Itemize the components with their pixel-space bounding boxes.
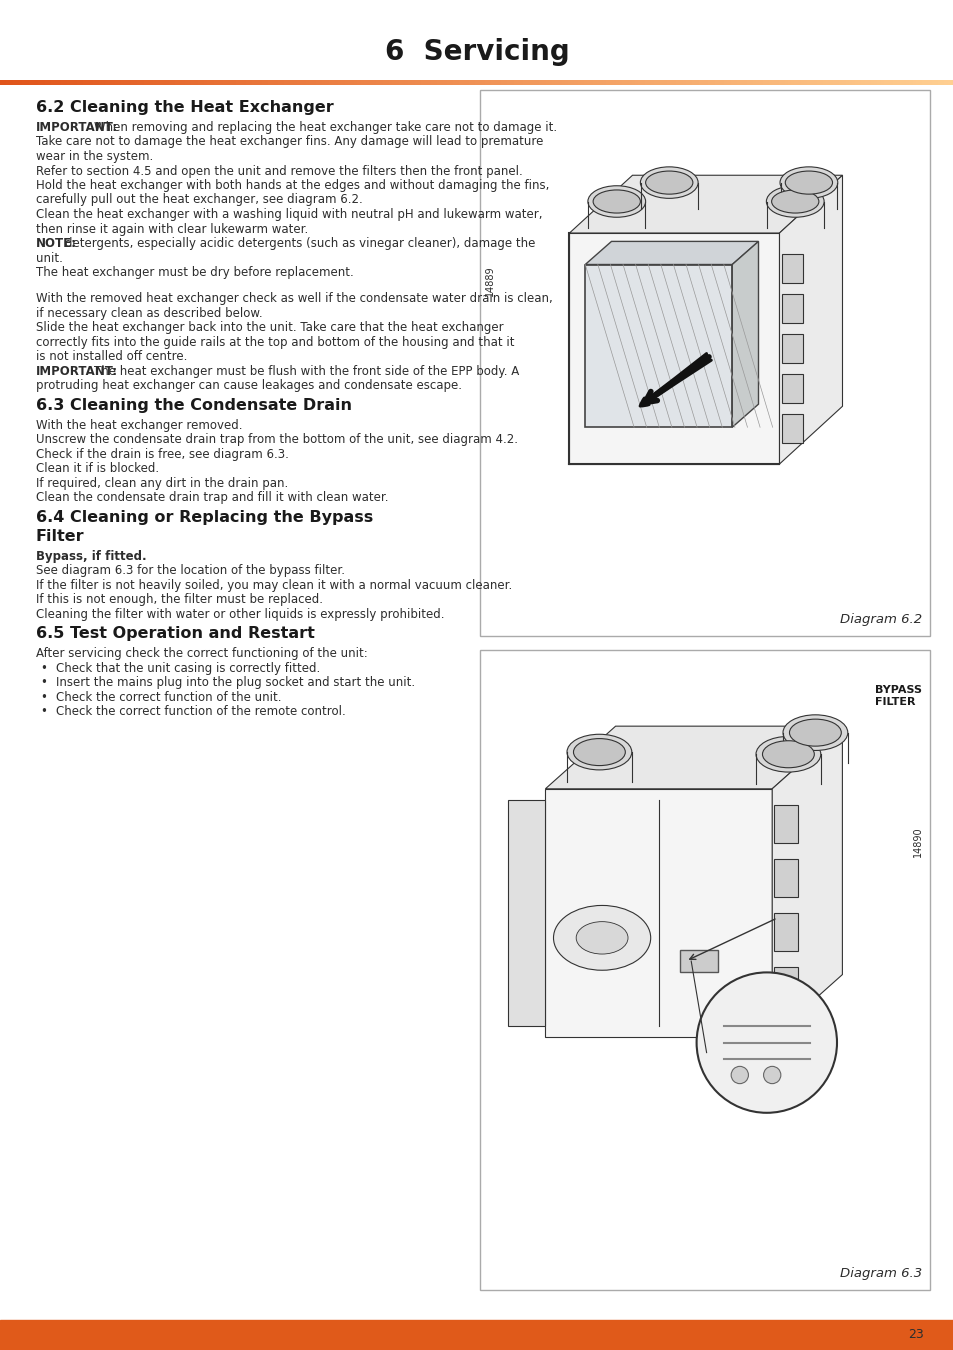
Circle shape (696, 972, 836, 1112)
Bar (781, 413, 801, 443)
Text: Check the correct function of the remote control.: Check the correct function of the remote… (56, 705, 345, 718)
Ellipse shape (755, 736, 820, 772)
Ellipse shape (782, 714, 847, 751)
Text: •: • (40, 662, 47, 675)
Text: Diagram 6.2: Diagram 6.2 (839, 613, 921, 626)
Ellipse shape (765, 186, 823, 217)
Text: BYPASS
FILTER: BYPASS FILTER (874, 684, 921, 706)
Text: If the filter is not heavily soiled, you may clean it with a normal vacuum clean: If the filter is not heavily soiled, you… (36, 579, 512, 591)
Text: Check the correct function of the unit.: Check the correct function of the unit. (56, 691, 281, 703)
Polygon shape (507, 799, 545, 1026)
Text: If required, clean any dirt in the drain pan.: If required, clean any dirt in the drain… (36, 477, 288, 490)
Bar (781, 333, 801, 363)
Bar (584, 265, 732, 427)
Text: •: • (40, 691, 47, 703)
Text: detergents, especially acidic detergents (such as vinegar cleaner), damage the: detergents, especially acidic detergents… (65, 238, 535, 250)
Text: Clean the heat exchanger with a washing liquid with neutral pH and lukewarm wate: Clean the heat exchanger with a washing … (36, 208, 542, 221)
Text: 6.4 Cleaning or Replacing the Bypass: 6.4 Cleaning or Replacing the Bypass (36, 509, 373, 525)
Bar (781, 374, 801, 404)
Text: If this is not enough, the filter must be replaced.: If this is not enough, the filter must b… (36, 593, 323, 606)
Text: Bypass, if fitted.: Bypass, if fitted. (36, 549, 147, 563)
Text: The heat exchanger must be flush with the front side of the EPP body. A: The heat exchanger must be flush with th… (93, 364, 518, 378)
Bar (774, 967, 798, 1004)
Polygon shape (771, 726, 841, 1037)
Text: correctly fits into the guide rails at the top and bottom of the housing and tha: correctly fits into the guide rails at t… (36, 336, 514, 348)
Text: is not installed off centre.: is not installed off centre. (36, 350, 187, 363)
Text: Diagram 6.3: Diagram 6.3 (839, 1268, 921, 1280)
Text: Clean it if is blocked.: Clean it if is blocked. (36, 462, 159, 475)
Polygon shape (569, 176, 841, 234)
Text: Check that the unit casing is correctly fitted.: Check that the unit casing is correctly … (56, 662, 320, 675)
Ellipse shape (789, 720, 841, 747)
Text: wear in the system.: wear in the system. (36, 150, 153, 163)
Text: Insert the mains plug into the plug socket and start the unit.: Insert the mains plug into the plug sock… (56, 676, 415, 688)
Ellipse shape (761, 741, 814, 768)
Text: After servicing check the correct functioning of the unit:: After servicing check the correct functi… (36, 647, 367, 660)
Polygon shape (732, 242, 758, 427)
Text: See diagram 6.3 for the location of the bypass filter.: See diagram 6.3 for the location of the … (36, 564, 345, 576)
Polygon shape (545, 726, 841, 788)
Text: 6.3 Cleaning the Condensate Drain: 6.3 Cleaning the Condensate Drain (36, 398, 352, 413)
Circle shape (730, 1066, 748, 1084)
Text: •: • (40, 705, 47, 718)
Text: then rinse it again with clear lukewarm water.: then rinse it again with clear lukewarm … (36, 223, 308, 235)
Text: With the heat exchanger removed.: With the heat exchanger removed. (36, 418, 242, 432)
Text: Clean the condensate drain trap and fill it with clean water.: Clean the condensate drain trap and fill… (36, 491, 388, 504)
Text: 23: 23 (907, 1327, 923, 1341)
Ellipse shape (780, 167, 837, 198)
Ellipse shape (593, 190, 639, 213)
Text: With the removed heat exchanger check as well if the condensate water drain is c: With the removed heat exchanger check as… (36, 292, 552, 305)
Text: Check if the drain is free, see diagram 6.3.: Check if the drain is free, see diagram … (36, 448, 289, 460)
Text: NOTE:: NOTE: (36, 238, 77, 250)
Text: Filter: Filter (36, 529, 85, 544)
Ellipse shape (576, 922, 627, 954)
Circle shape (762, 1066, 780, 1084)
Bar (679, 950, 718, 972)
Ellipse shape (587, 186, 645, 217)
Text: 6.5 Test Operation and Restart: 6.5 Test Operation and Restart (36, 626, 314, 641)
Bar (774, 805, 798, 842)
Polygon shape (584, 242, 758, 265)
Ellipse shape (645, 171, 692, 194)
Ellipse shape (573, 738, 624, 765)
Text: if necessary clean as described below.: if necessary clean as described below. (36, 306, 262, 320)
Text: 6  Servicing: 6 Servicing (384, 38, 569, 66)
Polygon shape (779, 176, 841, 464)
Ellipse shape (566, 734, 631, 770)
Text: Hold the heat exchanger with both hands at the edges and without damaging the fi: Hold the heat exchanger with both hands … (36, 180, 549, 192)
Text: 14889: 14889 (484, 266, 495, 297)
Bar (781, 294, 801, 323)
Bar (545, 788, 771, 1037)
Text: Cleaning the filter with water or other liquids is expressly prohibited.: Cleaning the filter with water or other … (36, 608, 444, 621)
Text: Unscrew the condensate drain trap from the bottom of the unit, see diagram 4.2.: Unscrew the condensate drain trap from t… (36, 433, 517, 446)
Ellipse shape (639, 167, 698, 198)
Bar (479, 649, 929, 1291)
Text: •: • (40, 676, 47, 688)
Text: IMPORTANT:: IMPORTANT: (36, 364, 118, 378)
Bar (781, 254, 801, 284)
Ellipse shape (771, 190, 818, 213)
Text: carefully pull out the heat exchanger, see diagram 6.2.: carefully pull out the heat exchanger, s… (36, 193, 362, 207)
Bar (0, 1320, 953, 1350)
Ellipse shape (553, 906, 650, 971)
Bar (569, 234, 779, 464)
Text: Refer to section 4.5 and open the unit and remove the filters then the front pan: Refer to section 4.5 and open the unit a… (36, 165, 522, 177)
Text: Take care not to damage the heat exchanger fins. Any damage will lead to prematu: Take care not to damage the heat exchang… (36, 135, 543, 148)
Text: The heat exchanger must be dry before replacement.: The heat exchanger must be dry before re… (36, 266, 354, 279)
Text: 14890: 14890 (912, 826, 923, 857)
Text: IMPORTANT:: IMPORTANT: (36, 122, 118, 134)
Ellipse shape (784, 171, 832, 194)
Text: protruding heat exchanger can cause leakages and condensate escape.: protruding heat exchanger can cause leak… (36, 379, 461, 391)
Bar (479, 90, 929, 636)
Text: 6.2 Cleaning the Heat Exchanger: 6.2 Cleaning the Heat Exchanger (36, 100, 334, 115)
Bar (774, 859, 798, 896)
Text: unit.: unit. (36, 251, 63, 265)
Text: Slide the heat exchanger back into the unit. Take care that the heat exchanger: Slide the heat exchanger back into the u… (36, 321, 503, 333)
Bar (774, 913, 798, 950)
Text: When removing and replacing the heat exchanger take care not to damage it.: When removing and replacing the heat exc… (93, 122, 557, 134)
